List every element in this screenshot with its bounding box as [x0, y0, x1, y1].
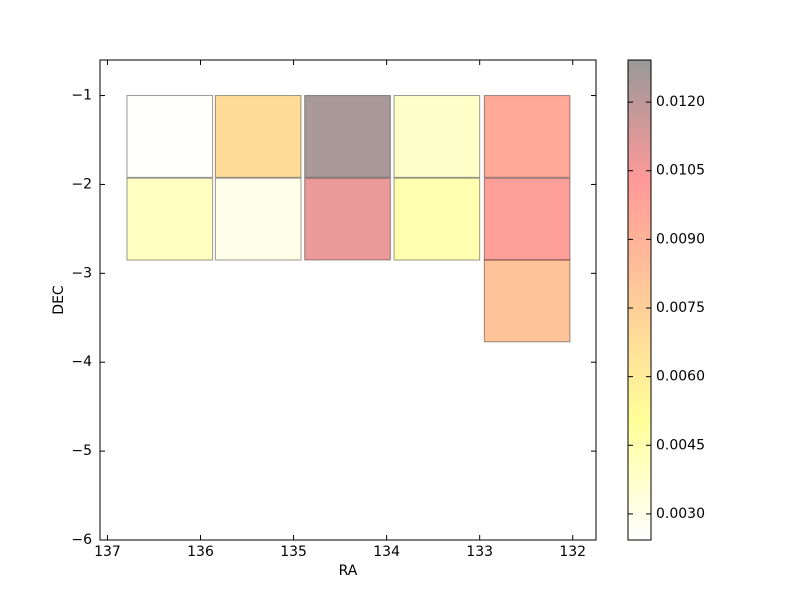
y-tick-label: −4	[71, 354, 92, 370]
colorbar-tick-label: 0.0030	[656, 506, 705, 522]
cell	[126, 95, 214, 178]
y-tick-label: −3	[71, 265, 92, 281]
colorbar-tick-label: 0.0090	[656, 231, 705, 247]
colorbar-tick-label: 0.0075	[656, 300, 705, 316]
cell	[214, 95, 302, 178]
y-tick-label: −6	[71, 532, 92, 548]
colorbar-tick-label: 0.0060	[656, 369, 705, 385]
x-tick-label: 135	[280, 544, 307, 560]
cell	[483, 177, 571, 261]
plot-frame	[99, 59, 597, 541]
cell	[393, 177, 481, 261]
x-tick-label: 132	[559, 544, 586, 560]
x-tick-label: 134	[373, 544, 400, 560]
cell	[483, 259, 571, 343]
cell	[214, 177, 302, 261]
x-tick-label: 136	[187, 544, 214, 560]
cell	[304, 177, 391, 261]
x-tick-label: 133	[466, 544, 493, 560]
colorbar-tick-label: 0.0045	[656, 437, 705, 453]
cell	[126, 177, 214, 261]
x-tick-label: 137	[94, 544, 121, 560]
colorbar-tick-label: 0.0105	[656, 163, 705, 179]
cell	[483, 95, 571, 178]
cell	[393, 95, 481, 178]
y-axis-label: DEC	[51, 285, 67, 315]
y-tick-label: −2	[71, 176, 92, 192]
y-tick-label: −5	[71, 443, 92, 459]
x-axis-label: RA	[339, 563, 358, 579]
cell	[304, 95, 391, 178]
colorbar	[627, 59, 652, 541]
colorbar-tick-label: 0.0120	[656, 94, 705, 110]
y-tick-label: −1	[71, 88, 92, 104]
